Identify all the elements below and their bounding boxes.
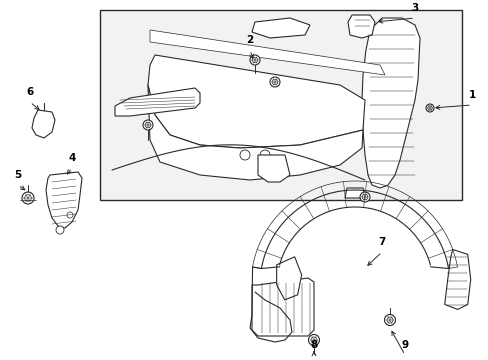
Ellipse shape bbox=[249, 55, 260, 65]
Text: 9: 9 bbox=[401, 340, 408, 350]
Polygon shape bbox=[361, 18, 419, 188]
Ellipse shape bbox=[310, 337, 316, 343]
Ellipse shape bbox=[260, 150, 269, 160]
Text: 4: 4 bbox=[68, 153, 76, 163]
Text: 7: 7 bbox=[378, 237, 385, 247]
Ellipse shape bbox=[56, 226, 64, 234]
Polygon shape bbox=[32, 110, 55, 138]
Ellipse shape bbox=[269, 77, 280, 87]
Text: 2: 2 bbox=[246, 35, 253, 45]
Polygon shape bbox=[345, 188, 364, 198]
Ellipse shape bbox=[386, 317, 392, 323]
Ellipse shape bbox=[25, 195, 31, 201]
Ellipse shape bbox=[67, 212, 73, 218]
Polygon shape bbox=[444, 249, 470, 310]
Ellipse shape bbox=[22, 192, 34, 204]
Ellipse shape bbox=[272, 79, 277, 85]
Polygon shape bbox=[46, 172, 82, 228]
Polygon shape bbox=[258, 155, 289, 182]
Polygon shape bbox=[251, 278, 313, 336]
Ellipse shape bbox=[427, 106, 431, 110]
Ellipse shape bbox=[359, 192, 369, 202]
Ellipse shape bbox=[362, 194, 367, 200]
Text: 3: 3 bbox=[410, 3, 418, 13]
Polygon shape bbox=[148, 85, 362, 180]
Ellipse shape bbox=[240, 150, 249, 160]
Text: 8: 8 bbox=[310, 340, 317, 350]
Ellipse shape bbox=[145, 122, 150, 128]
Ellipse shape bbox=[142, 120, 153, 130]
Text: 6: 6 bbox=[26, 87, 34, 97]
Ellipse shape bbox=[384, 315, 395, 325]
Polygon shape bbox=[276, 257, 301, 300]
Polygon shape bbox=[251, 18, 309, 38]
Ellipse shape bbox=[252, 57, 257, 63]
Polygon shape bbox=[347, 15, 374, 38]
Bar bbox=[100, 10, 461, 200]
Ellipse shape bbox=[425, 104, 433, 112]
Polygon shape bbox=[150, 30, 384, 75]
Text: 5: 5 bbox=[14, 170, 21, 180]
Ellipse shape bbox=[308, 334, 319, 346]
Polygon shape bbox=[115, 88, 200, 116]
Polygon shape bbox=[148, 55, 364, 148]
Text: 1: 1 bbox=[468, 90, 475, 100]
